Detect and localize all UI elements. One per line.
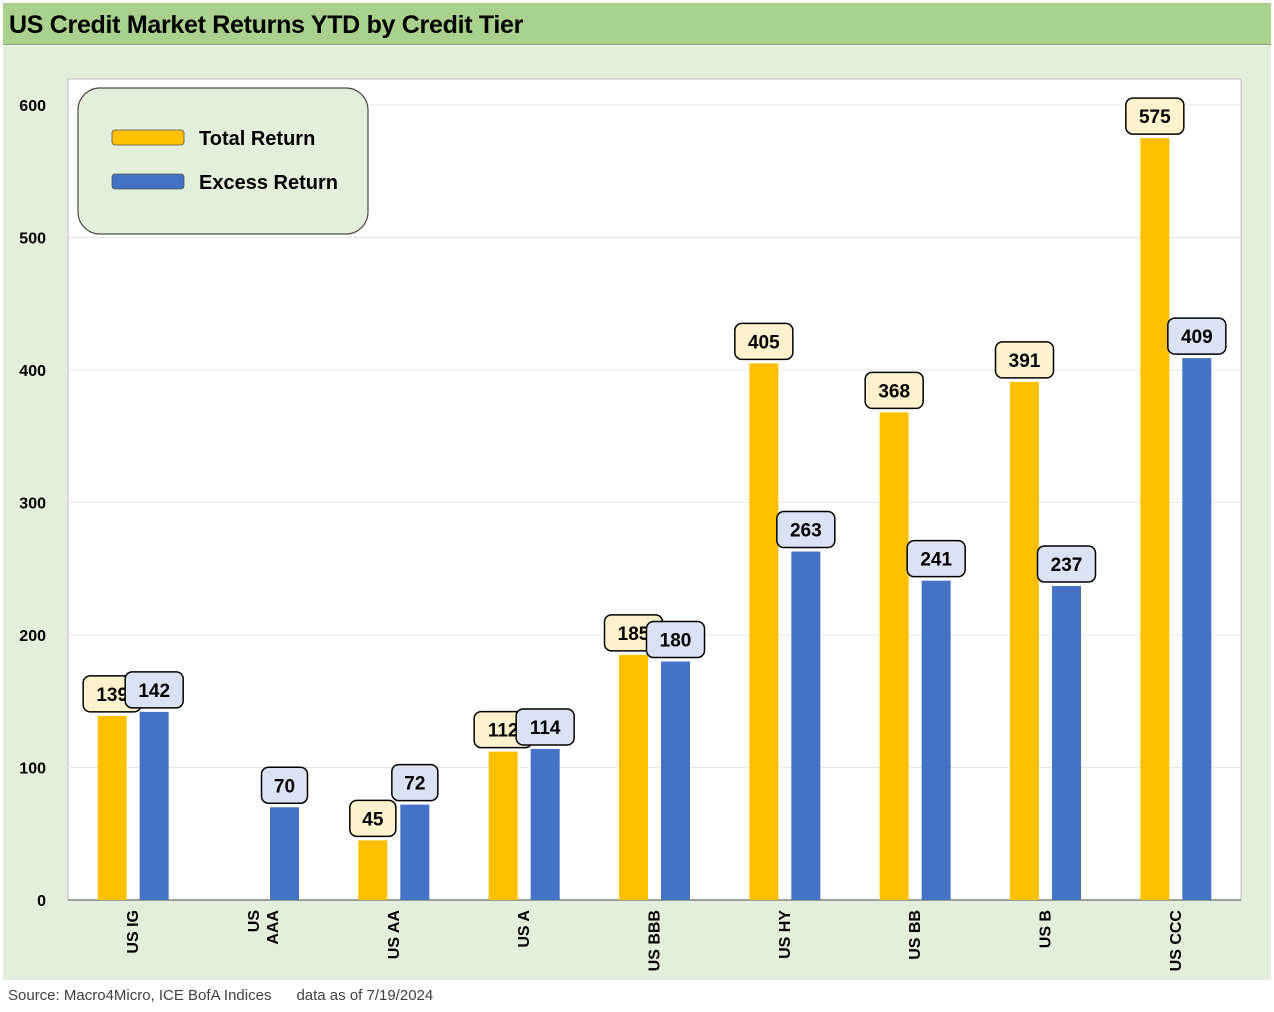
source-note: Source: Macro4Micro, ICE BofA Indices da… (8, 987, 434, 1004)
data-label-box (776, 510, 836, 549)
legend-label: Excess Return (199, 172, 338, 194)
data-label-box (349, 799, 397, 838)
data-label-box (645, 620, 706, 659)
data-label: 70 (274, 776, 295, 797)
bar (791, 551, 821, 900)
data-label: 142 (138, 681, 170, 702)
bar (921, 580, 951, 900)
x-tick-label: AAA (265, 910, 282, 945)
x-tick-label: US BB (907, 910, 924, 960)
data-label-box (124, 671, 184, 709)
data-label-box (260, 766, 309, 804)
chart-title: US Credit Market Returns YTD by Credit T… (9, 11, 524, 39)
bar (1052, 585, 1081, 900)
bar (400, 804, 430, 900)
data-label: 237 (1051, 555, 1083, 576)
x-tick-label: US BBB (647, 910, 664, 971)
x-tick-label: US HY (777, 910, 794, 959)
x-tick-label: US A (516, 910, 533, 948)
data-label: 409 (1181, 327, 1213, 348)
legend-label: Total Return (199, 128, 315, 150)
data-label: 575 (1139, 107, 1171, 128)
data-label-box (734, 322, 794, 361)
bar (749, 363, 779, 900)
data-label: 263 (790, 521, 822, 542)
bar (488, 751, 518, 900)
data-label-box (994, 341, 1055, 379)
bar (270, 807, 299, 900)
data-label-box (864, 371, 924, 410)
bar (1182, 358, 1212, 900)
bar (661, 661, 690, 900)
data-label: 241 (920, 550, 952, 571)
data-label-box (906, 539, 966, 578)
data-label: 405 (748, 332, 780, 353)
data-label: 112 (488, 721, 519, 742)
y-tick-label: 200 (19, 628, 46, 645)
data-label-box (391, 763, 439, 802)
y-tick-label: 100 (19, 761, 46, 778)
data-label: 139 (96, 685, 128, 706)
data-label: 185 (618, 624, 650, 645)
bar (139, 711, 169, 900)
legend-box (77, 87, 369, 235)
y-tick-label: 400 (19, 363, 46, 380)
data-label-box (1036, 545, 1097, 583)
x-tick-label: US AA (386, 910, 403, 960)
bar (530, 748, 560, 900)
legend-swatch (111, 173, 185, 190)
x-tick-label: US B (1038, 910, 1055, 948)
data-label: 114 (530, 718, 561, 739)
data-label: 391 (1009, 351, 1041, 372)
y-tick-label: 300 (19, 496, 46, 513)
legend-swatch (111, 129, 185, 146)
bar (358, 840, 388, 900)
bar (97, 715, 127, 900)
data-label: 72 (404, 774, 425, 795)
data-label-box (1125, 97, 1185, 135)
data-label: 368 (878, 381, 910, 402)
bar (1010, 381, 1039, 900)
data-label: 180 (660, 631, 692, 652)
x-tick-label: US (246, 910, 263, 933)
bar (1140, 138, 1170, 900)
data-label-box (515, 708, 575, 746)
data-label: 45 (362, 809, 384, 830)
y-tick-label: 600 (19, 98, 46, 115)
title-bar: US Credit Market Returns YTD by Credit T… (3, 3, 1271, 45)
x-tick-label: US CCC (1168, 910, 1185, 972)
bar (879, 412, 909, 900)
x-tick-label: US IG (125, 910, 142, 954)
bar (619, 654, 648, 900)
y-tick-label: 0 (37, 893, 46, 910)
data-label-box (1167, 317, 1227, 355)
y-tick-label: 500 (19, 231, 46, 248)
